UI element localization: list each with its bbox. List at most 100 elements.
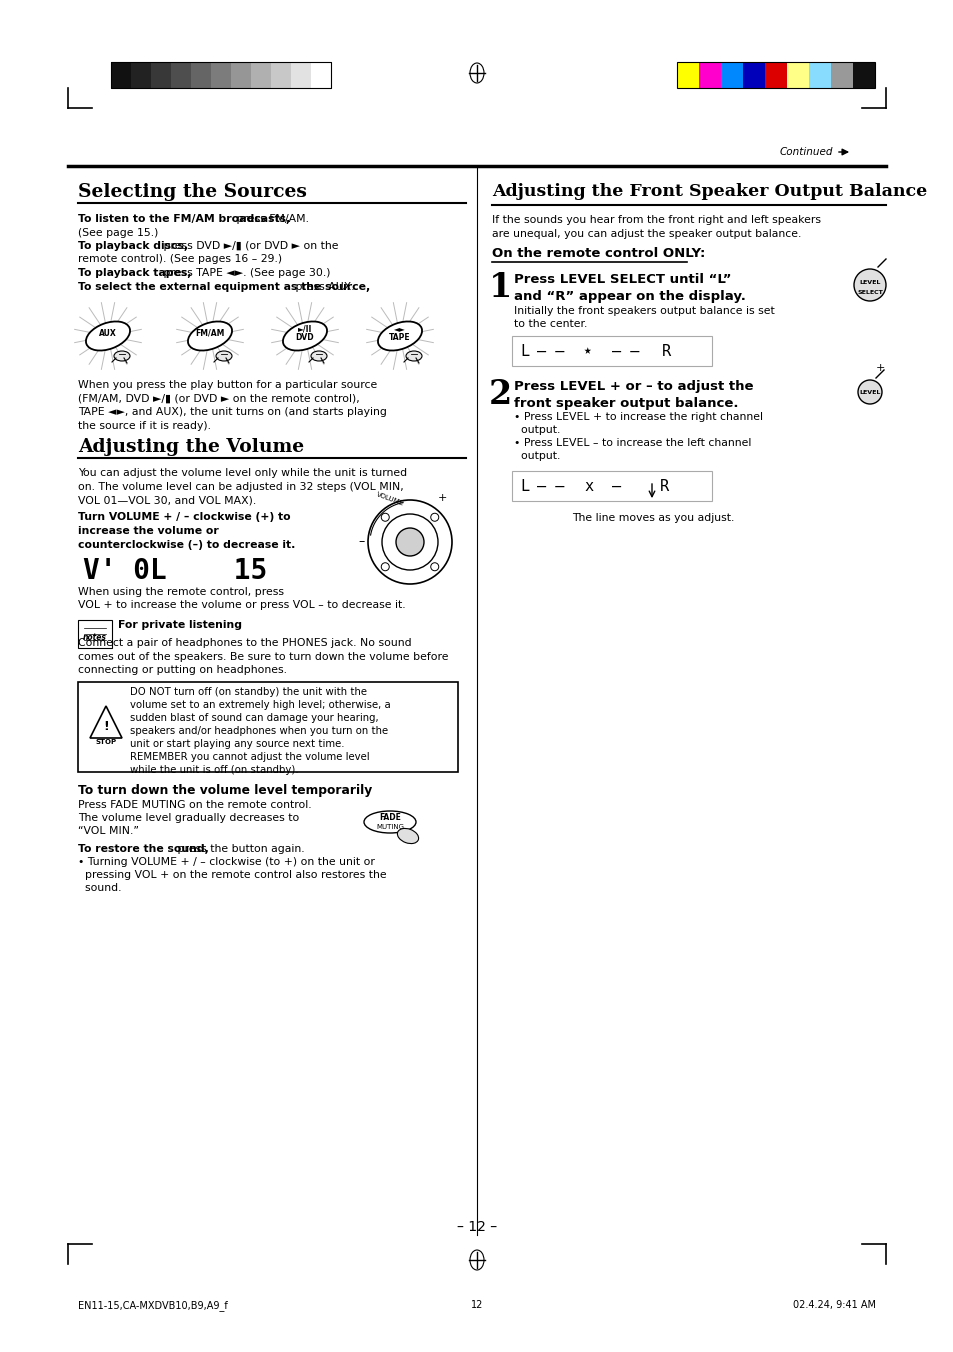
- Text: Press LEVEL + or – to adjust the
front speaker output balance.: Press LEVEL + or – to adjust the front s…: [514, 380, 753, 410]
- Bar: [720, 62, 742, 88]
- Bar: [111, 62, 131, 88]
- Bar: [291, 62, 311, 88]
- Text: • Press LEVEL + to increase the right channel: • Press LEVEL + to increase the right ch…: [514, 412, 762, 422]
- Bar: [151, 62, 171, 88]
- Ellipse shape: [470, 64, 483, 82]
- Ellipse shape: [406, 352, 421, 361]
- Ellipse shape: [470, 1251, 483, 1270]
- Bar: [742, 62, 764, 88]
- Text: press the button again.: press the button again.: [173, 844, 304, 854]
- Text: L: L: [519, 479, 529, 493]
- Text: +: +: [875, 362, 884, 373]
- Ellipse shape: [188, 322, 232, 350]
- Bar: [191, 62, 211, 88]
- Bar: [78, 681, 457, 772]
- Text: –: –: [358, 535, 365, 549]
- Text: Continued: Continued: [780, 147, 833, 157]
- Text: ►/II: ►/II: [297, 324, 312, 334]
- Text: press FM/AM.: press FM/AM.: [233, 214, 309, 224]
- Text: R: R: [659, 479, 668, 493]
- Text: TAPE: TAPE: [389, 334, 411, 342]
- Bar: [171, 62, 191, 88]
- Text: To turn down the volume level temporarily: To turn down the volume level temporaril…: [78, 784, 372, 796]
- Text: (See page 15.): (See page 15.): [78, 227, 158, 238]
- Text: ★: ★: [583, 343, 591, 357]
- Text: Adjusting the Volume: Adjusting the Volume: [78, 438, 304, 456]
- Text: Turn VOLUME + / – clockwise (+) to
increase the volume or
counterclockwise (–) t: Turn VOLUME + / – clockwise (+) to incre…: [78, 512, 295, 550]
- Text: L: L: [519, 343, 529, 360]
- Text: • Press LEVEL – to increase the left channel: • Press LEVEL – to increase the left cha…: [514, 438, 751, 448]
- Ellipse shape: [397, 829, 418, 844]
- Bar: [677, 62, 699, 88]
- Text: For private listening: For private listening: [118, 621, 242, 630]
- Bar: [852, 62, 874, 88]
- Circle shape: [853, 269, 885, 301]
- Text: – –: – –: [537, 343, 564, 360]
- Bar: [764, 62, 786, 88]
- Text: R: R: [661, 343, 670, 360]
- Text: 2: 2: [489, 379, 512, 411]
- Text: – –: – –: [612, 343, 639, 360]
- Text: • Turning VOLUME + / – clockwise (to +) on the unit or
  pressing VOL + on the r: • Turning VOLUME + / – clockwise (to +) …: [78, 857, 386, 894]
- Text: VOL + to increase the volume or press VOL – to decrease it.: VOL + to increase the volume or press VO…: [78, 600, 405, 610]
- Circle shape: [395, 529, 423, 556]
- Text: V' 0L    15: V' 0L 15: [83, 557, 267, 585]
- Ellipse shape: [86, 322, 130, 350]
- Bar: [231, 62, 251, 88]
- Text: remote control). (See pages 16 – 29.): remote control). (See pages 16 – 29.): [78, 254, 282, 265]
- Text: To listen to the FM/AM broadcasts,: To listen to the FM/AM broadcasts,: [78, 214, 290, 224]
- Bar: [512, 470, 711, 502]
- Text: 02.4.24, 9:41 AM: 02.4.24, 9:41 AM: [792, 1301, 875, 1310]
- Ellipse shape: [377, 322, 421, 350]
- Bar: [786, 62, 808, 88]
- Text: output.: output.: [514, 452, 559, 461]
- Bar: [251, 62, 271, 88]
- Text: press DVD ►/▮ (or DVD ► on the: press DVD ►/▮ (or DVD ► on the: [160, 241, 338, 251]
- Text: press TAPE ◄►. (See page 30.): press TAPE ◄►. (See page 30.): [160, 268, 330, 279]
- Text: 12: 12: [471, 1301, 482, 1310]
- Text: –: –: [612, 479, 620, 493]
- Polygon shape: [90, 706, 122, 738]
- Text: VOLUME: VOLUME: [375, 491, 404, 507]
- Text: Adjusting the Front Speaker Output Balance: Adjusting the Front Speaker Output Balan…: [492, 183, 926, 200]
- Text: You can adjust the volume level only while the unit is turned
on. The volume lev: You can adjust the volume level only whi…: [78, 468, 407, 506]
- Text: If the sounds you hear from the front right and left speakers
are unequal, you c: If the sounds you hear from the front ri…: [492, 215, 821, 238]
- Text: +: +: [436, 493, 446, 503]
- Text: STOP: STOP: [95, 740, 116, 745]
- Ellipse shape: [215, 352, 232, 361]
- Text: LEVEL: LEVEL: [859, 280, 880, 285]
- Circle shape: [381, 562, 389, 571]
- Text: output.: output.: [514, 425, 559, 435]
- Bar: [699, 62, 720, 88]
- Circle shape: [857, 380, 882, 404]
- Text: To playback tapes,: To playback tapes,: [78, 268, 192, 279]
- Ellipse shape: [113, 352, 130, 361]
- Bar: [211, 62, 231, 88]
- Bar: [131, 62, 151, 88]
- Text: ◄►: ◄►: [394, 324, 405, 334]
- Circle shape: [381, 514, 389, 522]
- Text: Press LEVEL SELECT until “L”
and “R” appear on the display.: Press LEVEL SELECT until “L” and “R” app…: [514, 273, 745, 303]
- Text: To playback discs,: To playback discs,: [78, 241, 188, 251]
- Text: Initially the front speakers output balance is set
to the center.: Initially the front speakers output bala…: [514, 306, 774, 329]
- Ellipse shape: [311, 352, 327, 361]
- Text: – 12 –: – 12 –: [456, 1220, 497, 1234]
- Bar: [78, 621, 112, 648]
- Text: !: !: [103, 719, 109, 733]
- Text: Press FADE MUTING on the remote control.: Press FADE MUTING on the remote control.: [78, 800, 312, 810]
- Circle shape: [431, 514, 438, 522]
- Text: When you press the play button for a particular source
(FM/AM, DVD ►/▮ (or DVD ►: When you press the play button for a par…: [78, 380, 387, 431]
- Text: – –: – –: [537, 479, 564, 493]
- Bar: [512, 337, 711, 366]
- Bar: [111, 62, 331, 88]
- Circle shape: [431, 562, 438, 571]
- Text: AUX: AUX: [99, 329, 117, 338]
- Bar: [271, 62, 291, 88]
- Text: Connect a pair of headphones to the PHONES jack. No sound
comes out of the speak: Connect a pair of headphones to the PHON…: [78, 638, 448, 675]
- Text: FADE: FADE: [378, 814, 400, 822]
- Ellipse shape: [283, 322, 327, 350]
- Text: SELECT: SELECT: [856, 289, 882, 295]
- Text: “VOL MIN.”: “VOL MIN.”: [78, 826, 139, 836]
- Text: 1: 1: [489, 270, 512, 304]
- Text: The line moves as you adjust.: The line moves as you adjust.: [572, 512, 734, 523]
